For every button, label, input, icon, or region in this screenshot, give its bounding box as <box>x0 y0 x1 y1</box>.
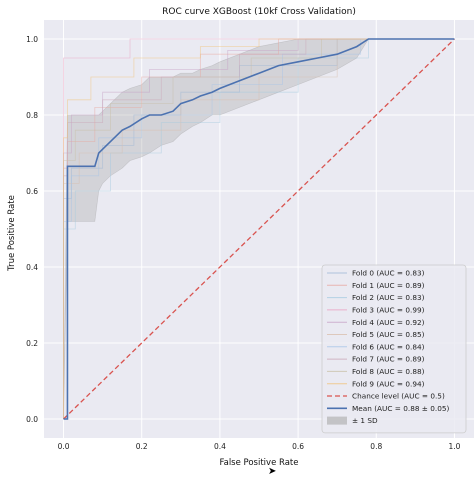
x-axis-label: False Positive Rate <box>220 458 299 468</box>
legend-box <box>321 264 467 434</box>
y-tick-label: 0.2 <box>26 339 38 348</box>
fold-2-curve <box>63 38 455 419</box>
legend-label: Fold 1 (AUC = 0.89) <box>352 281 425 290</box>
legend-label: Fold 5 (AUC = 0.85) <box>352 330 425 339</box>
x-tick-label: 1.0 <box>448 442 460 451</box>
legend-label: Fold 7 (AUC = 0.89) <box>352 355 425 364</box>
fold-5-curve <box>63 38 455 419</box>
legend-label: Fold 3 (AUC = 0.99) <box>352 306 425 315</box>
fold-3-curve <box>63 38 455 419</box>
legend-label: Fold 0 (AUC = 0.83) <box>352 269 425 278</box>
x-tick-label: 0.8 <box>370 442 382 451</box>
fold-9-curve <box>63 38 455 419</box>
legend-label: Fold 2 (AUC = 0.83) <box>352 293 425 302</box>
legend-label: Chance level (AUC = 0.5) <box>352 392 445 401</box>
legend-label: Fold 9 (AUC = 0.94) <box>352 379 425 388</box>
y-tick-label: 0.8 <box>26 111 38 120</box>
legend-label: Fold 6 (AUC = 0.84) <box>352 342 425 351</box>
fold-4-curve <box>63 38 455 419</box>
x-tick-label: 0.6 <box>292 442 304 451</box>
y-tick-label: 1.0 <box>26 35 38 44</box>
x-tick-label: 0.0 <box>58 442 70 451</box>
legend-swatch <box>327 416 347 425</box>
y-tick-label: 0.6 <box>26 187 38 196</box>
chance-curve <box>63 38 455 420</box>
mean-curve <box>63 38 455 420</box>
y-tick-label: 0.0 <box>26 415 38 424</box>
legend-label: ± 1 SD <box>352 416 378 425</box>
chart-title: ROC curve XGBoost (10kf Cross Validation… <box>162 7 356 17</box>
y-axis-label: True Positive Rate <box>7 195 17 272</box>
x-tick-label: 0.2 <box>136 442 148 451</box>
x-tick-label: 0.4 <box>214 442 226 451</box>
legend-label: Fold 4 (AUC = 0.92) <box>352 318 425 327</box>
legend-label: Fold 8 (AUC = 0.88) <box>352 367 425 376</box>
y-tick-label: 0.4 <box>26 263 38 272</box>
mouse-cursor-icon: ➤ <box>268 466 277 477</box>
legend-label: Mean (AUC = 0.88 ± 0.05) <box>352 404 449 413</box>
